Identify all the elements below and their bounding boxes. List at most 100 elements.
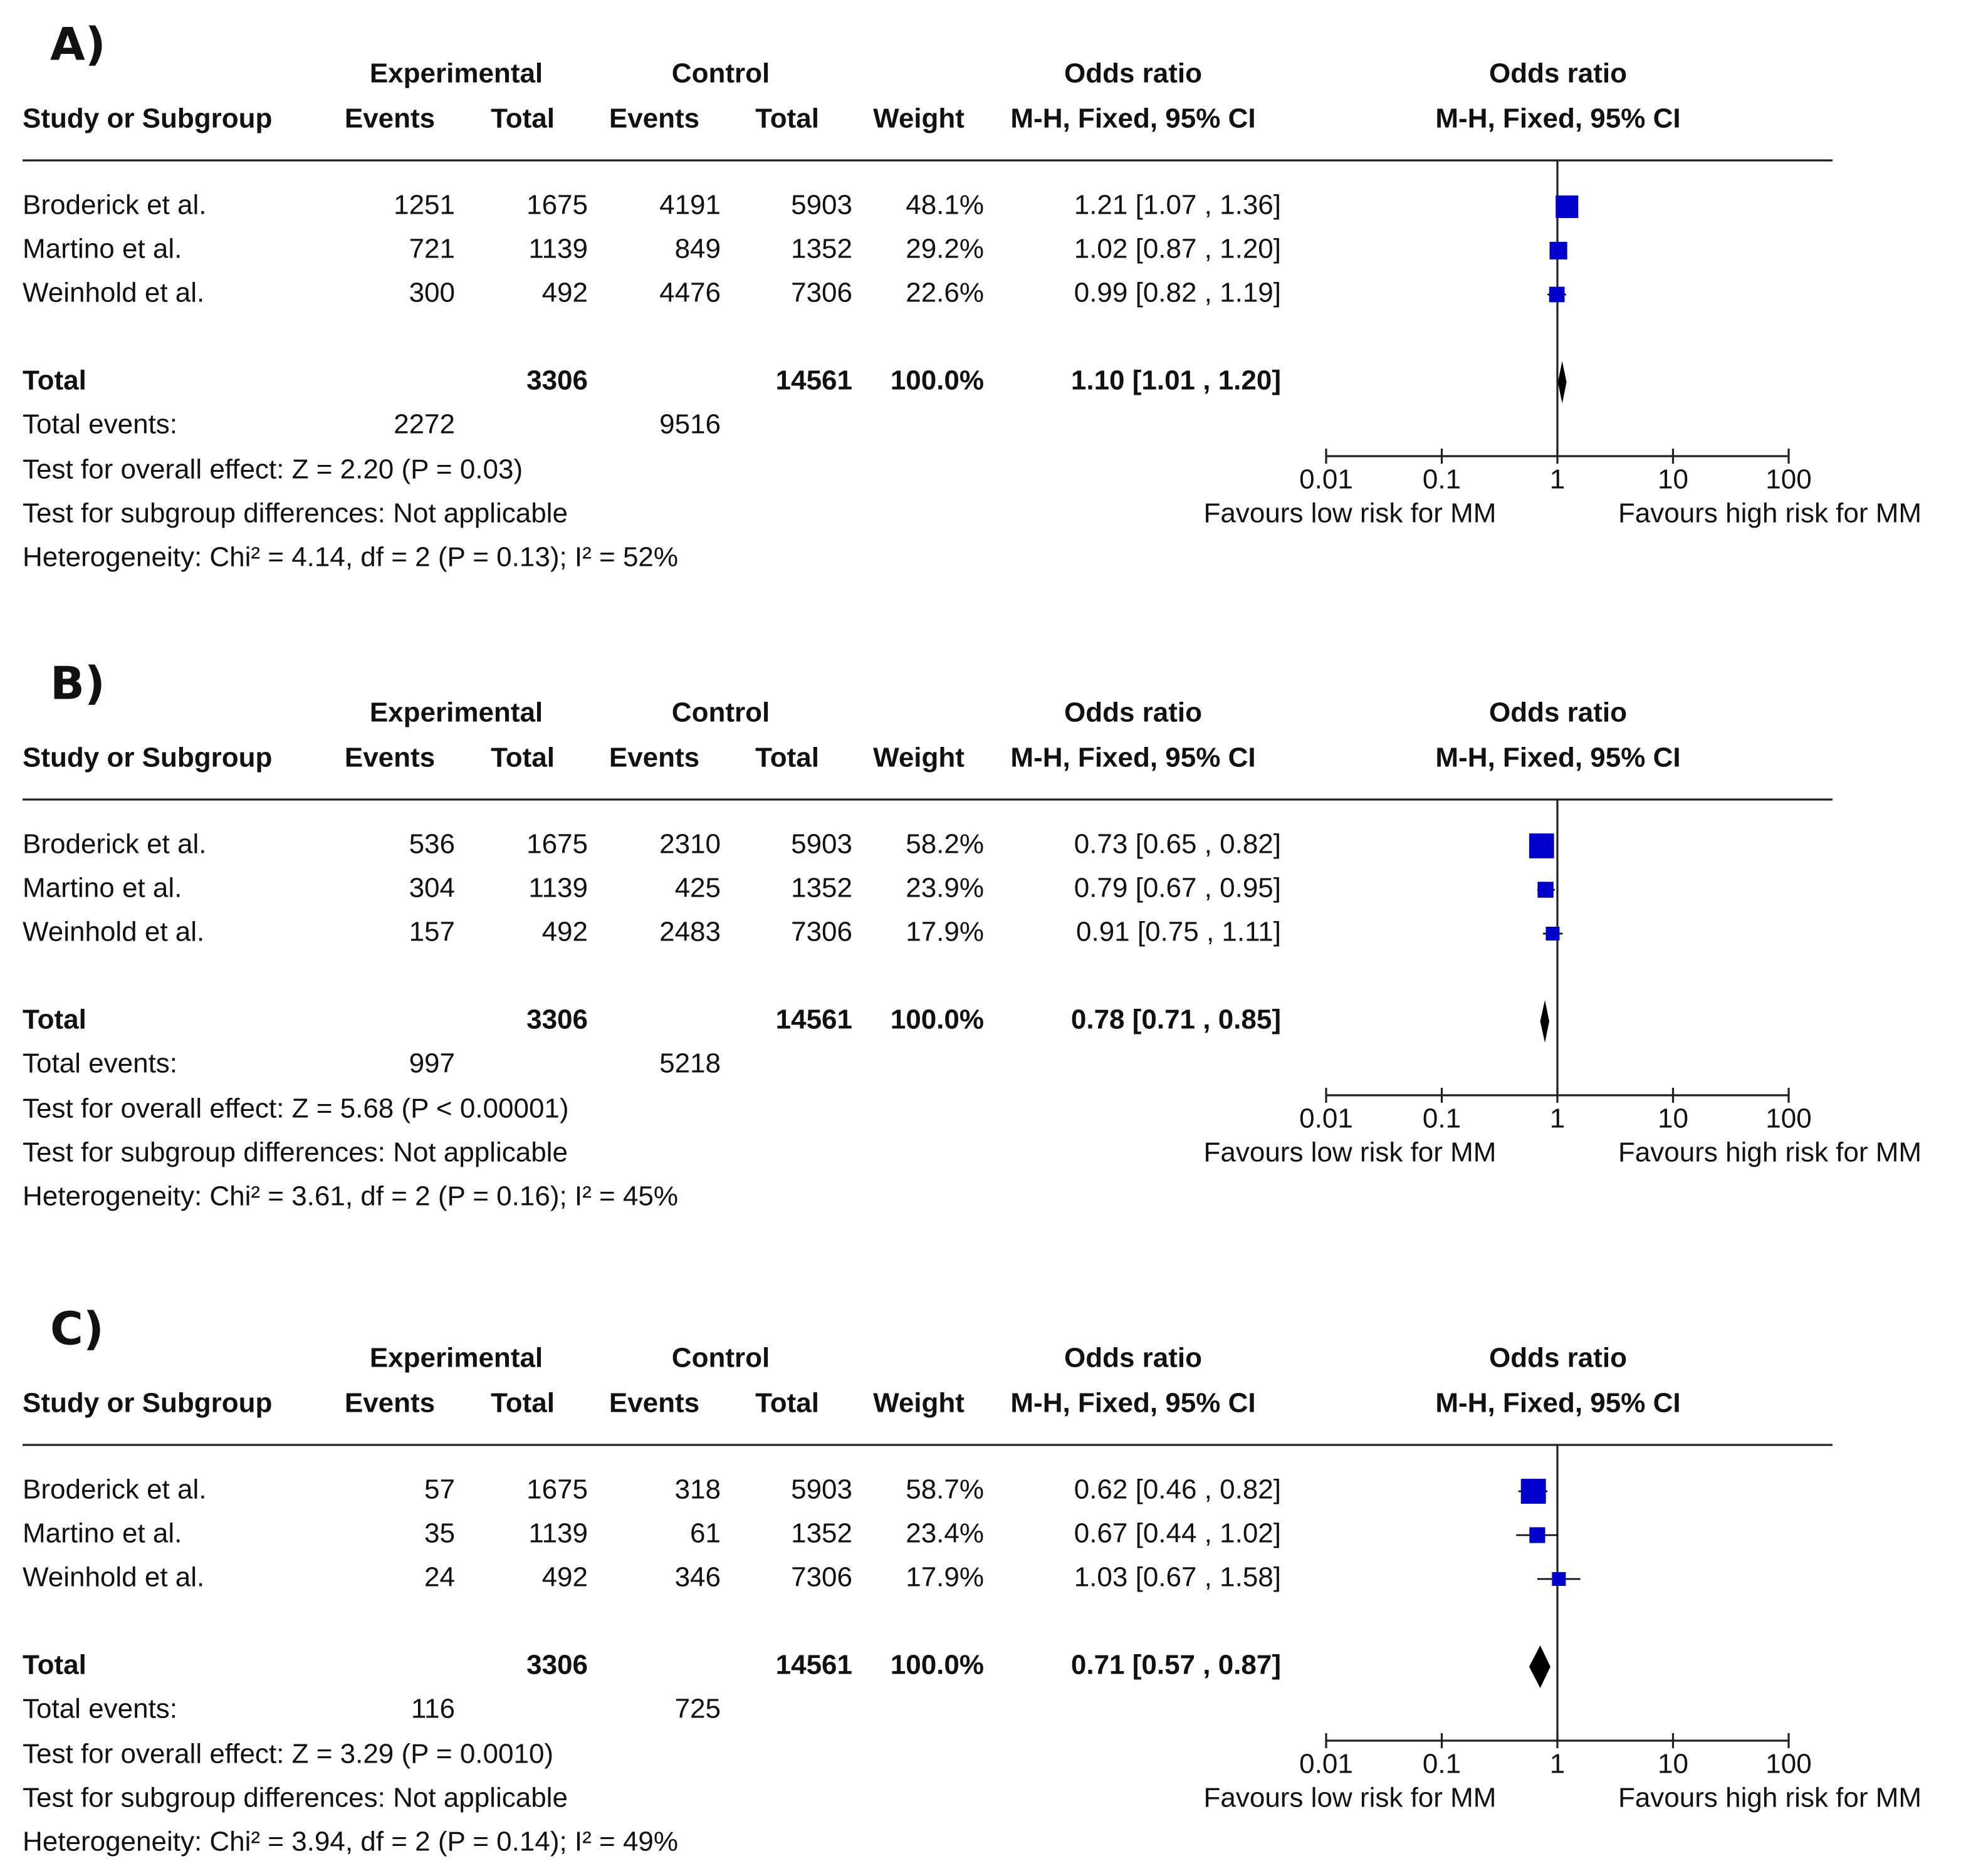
x-tick-label: 0.1 (1423, 1103, 1461, 1134)
x-tick-label: 100 (1765, 464, 1811, 495)
exp-total: 1675 (526, 1474, 588, 1505)
weight: 17.9% (906, 1562, 984, 1593)
exp-total: 1139 (528, 873, 588, 904)
weight: 48.1% (906, 190, 984, 221)
exp-events: 35 (424, 1518, 455, 1549)
forest-panel: B) Experimental Control Odds ratio Odds rati… (23, 657, 1922, 1212)
exp-total: 492 (542, 1562, 588, 1593)
forest-panel: A) Experimental Control Odds ratio Odds rati… (23, 18, 1922, 573)
column-group-header: Odds ratio (1489, 58, 1627, 89)
total-exp: 3306 (526, 365, 588, 396)
column-header: Total (755, 1388, 819, 1419)
column-header: Weight (873, 103, 965, 134)
study-name: Weinhold et al. (23, 278, 204, 308)
column-header: Study or Subgroup (23, 103, 272, 134)
ctrl-events: 4476 (659, 278, 721, 308)
x-label-right: Favours high risk for MM (1618, 1137, 1922, 1168)
total-events-label: Total events: (23, 1048, 177, 1079)
column-header: Events (609, 1388, 699, 1419)
column-header: Total (491, 743, 555, 773)
column-header: M-H, Fixed, 95% CI (1010, 743, 1255, 773)
weight: 22.6% (906, 278, 984, 308)
column-header: Weight (873, 743, 965, 773)
total-events-exp: 116 (411, 1694, 455, 1724)
study-square (1549, 241, 1567, 260)
odds-ratio-ci: 1.21 [1.07 , 1.36] (1074, 190, 1281, 221)
total-diamond (1557, 361, 1567, 404)
ctrl-events: 2310 (659, 829, 721, 860)
column-group-header: Odds ratio (1064, 58, 1202, 89)
total-label: Total (23, 1650, 86, 1681)
footnote: Heterogeneity: Chi² = 3.61, df = 2 (P = … (23, 1181, 678, 1212)
study-square (1537, 882, 1554, 898)
x-label-left: Favours low risk for MM (1204, 498, 1497, 529)
odds-ratio-ci: 0.67 [0.44 , 1.02] (1074, 1518, 1281, 1549)
total-exp: 3306 (526, 1650, 588, 1681)
column-header: Events (345, 103, 435, 134)
total-diamond (1540, 1000, 1549, 1043)
ctrl-events: 425 (675, 873, 721, 904)
study-square (1529, 833, 1554, 858)
column-header: M-H, Fixed, 95% CI (1435, 1388, 1680, 1419)
odds-ratio-ci: 1.02 [0.87 , 1.20] (1074, 234, 1281, 264)
total-weight: 100.0% (891, 1650, 984, 1681)
footnote: Heterogeneity: Chi² = 3.94, df = 2 (P = … (23, 1826, 678, 1857)
odds-ratio-ci: 0.62 [0.46 , 0.82] (1074, 1474, 1281, 1505)
column-group-header: Experimental (370, 58, 543, 89)
exp-total: 492 (542, 917, 588, 947)
x-tick-label: 0.01 (1299, 1103, 1353, 1134)
total-label: Total (23, 1004, 86, 1035)
column-group-header: Control (672, 1343, 770, 1373)
exp-events: 300 (409, 278, 455, 308)
study-square (1545, 926, 1560, 941)
total-events-ctrl: 725 (675, 1694, 721, 1724)
weight: 58.7% (906, 1474, 984, 1505)
ctrl-events: 61 (690, 1518, 721, 1549)
exp-total: 1675 (526, 190, 588, 221)
total-exp: 3306 (526, 1004, 588, 1035)
column-group-header: Odds ratio (1489, 697, 1627, 728)
column-header: M-H, Fixed, 95% CI (1435, 103, 1680, 134)
column-header: Total (755, 743, 819, 773)
x-tick-label: 0.1 (1423, 464, 1461, 495)
column-group-header: Experimental (370, 697, 543, 728)
exp-total: 1139 (528, 1518, 588, 1549)
exp-events: 24 (424, 1562, 455, 1593)
total-events-exp: 2272 (394, 409, 455, 440)
total-or-ci: 0.78 [0.71 , 0.85] (1071, 1004, 1281, 1035)
footnote: Test for subgroup differences: Not appli… (23, 1783, 568, 1813)
column-header: Weight (873, 1388, 965, 1419)
column-header: Total (491, 103, 555, 134)
exp-events: 1251 (394, 190, 455, 221)
weight: 23.4% (906, 1518, 984, 1549)
x-tick-label: 10 (1658, 1749, 1688, 1780)
forest-panel: C) Experimental Control Odds ratio Odds rati… (23, 1303, 1922, 1857)
footnote: Test for overall effect: Z = 5.68 (P < 0… (23, 1093, 569, 1124)
column-header: Events (345, 1388, 435, 1419)
total-events-label: Total events: (23, 409, 177, 440)
x-tick-label: 100 (1765, 1749, 1811, 1780)
column-header: Events (345, 743, 435, 773)
x-tick-label: 0.01 (1299, 464, 1353, 495)
odds-ratio-ci: 1.03 [0.67 , 1.58] (1074, 1562, 1281, 1593)
weight: 29.2% (906, 234, 984, 264)
footnote: Test for overall effect: Z = 3.29 (P = 0… (23, 1739, 553, 1769)
ctrl-events: 2483 (659, 917, 721, 947)
study-name: Weinhold et al. (23, 1562, 204, 1593)
ctrl-events: 849 (675, 234, 721, 264)
study-square (1520, 1479, 1546, 1504)
ctrl-total: 1352 (791, 1518, 852, 1549)
column-group-header: Odds ratio (1064, 1343, 1202, 1373)
study-name: Martino et al. (23, 1518, 182, 1549)
x-label-left: Favours low risk for MM (1204, 1137, 1497, 1168)
ctrl-events: 4191 (659, 190, 721, 221)
column-group-header: Experimental (370, 1343, 543, 1373)
column-header: Total (755, 103, 819, 134)
exp-events: 304 (409, 873, 455, 904)
total-ctrl: 14561 (776, 1650, 852, 1681)
total-label: Total (23, 365, 86, 396)
column-header: Study or Subgroup (23, 1388, 272, 1419)
x-label-left: Favours low risk for MM (1204, 1783, 1497, 1813)
footnote: Heterogeneity: Chi² = 4.14, df = 2 (P = … (23, 542, 678, 573)
